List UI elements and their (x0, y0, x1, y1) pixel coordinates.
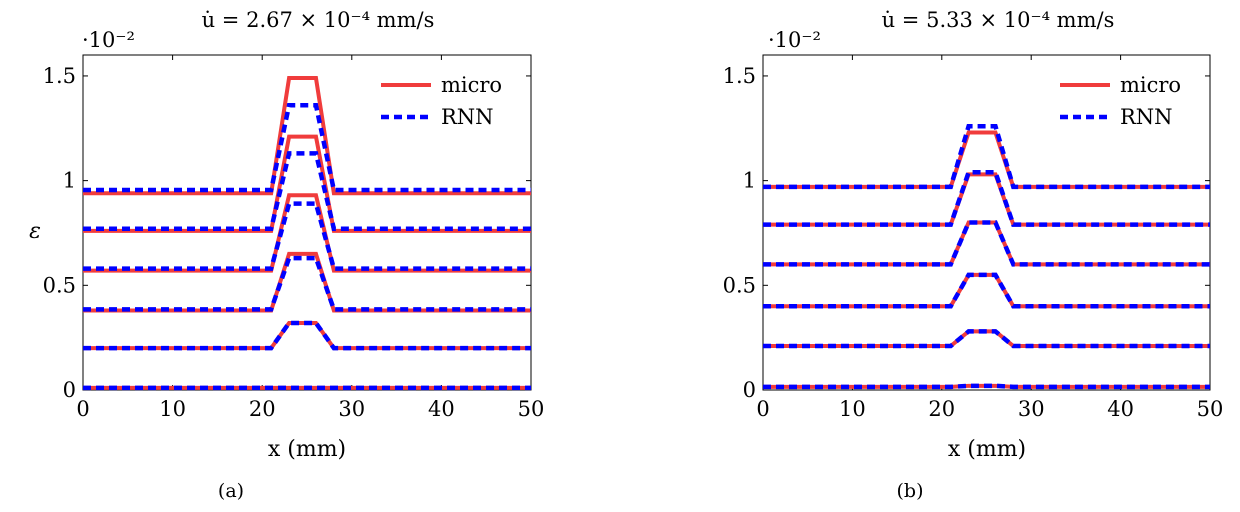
panel-a-rnn-line (83, 201, 531, 271)
panel-b-xtick-label: 40 (1107, 397, 1134, 421)
panel-a-caption: (a) (218, 480, 244, 502)
panel-a-legend-label-rnn: RNN (441, 105, 494, 129)
panel-a-micro-line (83, 134, 531, 233)
panel-b-ytick-label: 0.5 (723, 273, 756, 297)
panel-b-xtick-label: 30 (1018, 397, 1045, 421)
panel-b-rnn-line (763, 272, 1210, 309)
panel-b-xtick-label: 20 (928, 397, 955, 421)
panel-b-rnn-line (763, 170, 1210, 227)
panel-a-ytick-label: 0.5 (43, 273, 76, 297)
panel-b-micro-line (763, 172, 1210, 227)
panel-b-title: u̇ = 5.33 × 10⁻⁴ mm/s (882, 8, 1115, 32)
panel-a-xtick-label: 40 (428, 397, 455, 421)
panel-a-ytick-label: 0 (63, 378, 76, 402)
panel-a-rnn-line (83, 151, 531, 232)
panel-a-ylabel: ε (29, 219, 41, 244)
panel-a-rnn-line (83, 103, 531, 193)
panel-b-xlabel: x (mm) (948, 437, 1026, 462)
panel-a-title: u̇ = 2.67 × 10⁻⁴ mm/s (202, 8, 435, 32)
panel-b-legend-label-micro: micro (1120, 73, 1181, 97)
panel-a-xtick-label: 20 (249, 397, 276, 421)
panel-a-xtick-label: 50 (518, 397, 545, 421)
panel-a-rnn-line (83, 320, 531, 351)
panel-a-xlabel: x (mm) (268, 437, 346, 462)
panel-a-ytick-label: 1.5 (43, 64, 76, 88)
panel-b: u̇ = 5.33 × 10⁻⁴ mm/s ·10⁻² x (mm) (b) 0… (723, 8, 1224, 502)
panel-a-multiplier: ·10⁻² (82, 28, 135, 52)
panel-b-xtick-label: 50 (1197, 397, 1224, 421)
panel-a-ytick-label: 1 (63, 169, 76, 193)
panel-b-caption: (b) (897, 480, 924, 502)
panel-b-legend-label-rnn: RNN (1120, 105, 1173, 129)
panel-a-xtick-label: 30 (338, 397, 365, 421)
panel-a-xtick-label: 10 (159, 397, 186, 421)
panel-a-plot-area: 0 10 20 30 40 50 0 0.5 1 1.5 micro RNN (43, 54, 545, 421)
panel-b-ytick-label: 0 (743, 378, 756, 402)
panel-b-micro-line (763, 130, 1210, 189)
panel-b-rnn-line (763, 329, 1210, 349)
panel-b-xtick-label: 0 (756, 397, 769, 421)
panel-b-ytick-label: 1.5 (723, 64, 756, 88)
panel-b-rnn-line (763, 220, 1210, 267)
panel-b-plot-area: 0 10 20 30 40 50 0 0.5 1 1.5 micro RNN (723, 54, 1224, 421)
panel-a-micro-line (83, 76, 531, 196)
panel-b-micro-line (763, 220, 1210, 267)
panel-b-rnn-line (763, 383, 1210, 390)
panel-a-micro-line (83, 321, 531, 351)
panel-b-ytick-label: 1 (743, 169, 756, 193)
panel-b-rnn-line (763, 123, 1210, 190)
panel-a-xtick-label: 0 (76, 397, 89, 421)
panel-b-xtick-label: 10 (839, 397, 866, 421)
panel-b-multiplier: ·10⁻² (768, 28, 821, 52)
panel-a-rnn-line (83, 255, 531, 312)
panel-a: u̇ = 2.67 × 10⁻⁴ mm/s ·10⁻² ε x (mm) (a)… (29, 8, 544, 502)
panel-b-micro-line (763, 272, 1210, 309)
panel-a-micro-line (83, 251, 531, 313)
panel-a-legend-label-micro: micro (441, 73, 502, 97)
